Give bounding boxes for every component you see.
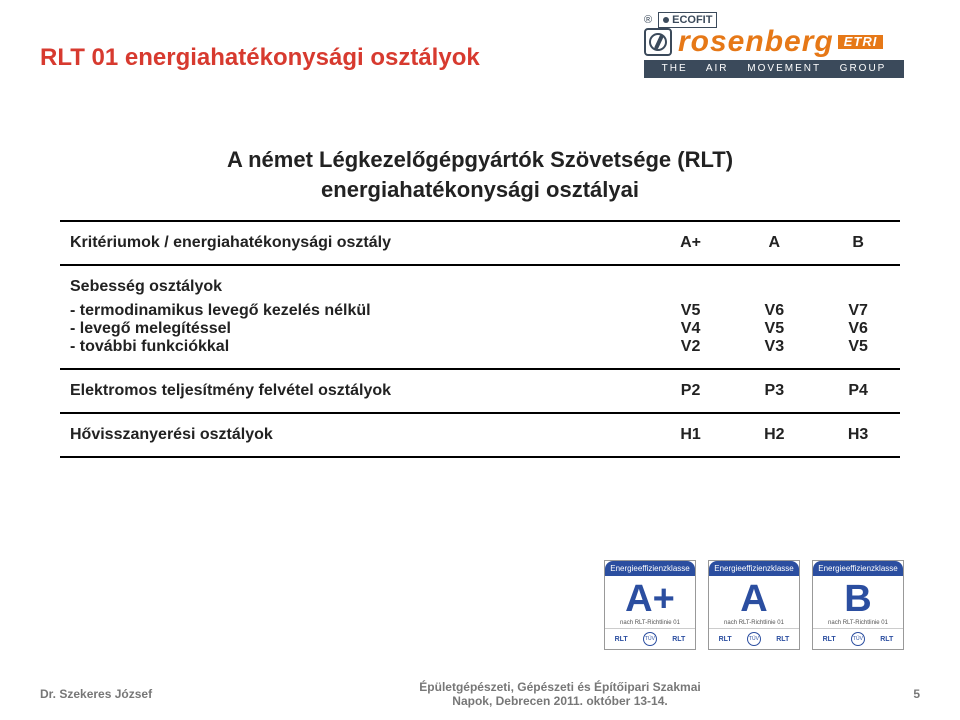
power-row-a: P3: [732, 369, 816, 413]
power-row-b: P4: [816, 369, 900, 413]
badge-b: Energieeffizienzklasse B nach RLT-Richtl…: [812, 560, 904, 650]
recovery-row-b: H3: [816, 413, 900, 457]
footer-author: Dr. Szekeres József: [40, 687, 240, 701]
footer: Dr. Szekeres József Épületgépészeti, Gép…: [0, 680, 960, 708]
speed-row-0-a: V6: [732, 302, 816, 320]
badge-sub: nach RLT-Richtlinie 01: [813, 620, 903, 628]
power-row-label: Elektromos teljesítmény felvétel osztály…: [60, 369, 649, 413]
slide: RLT 01 energiahatékonysági osztályok ® E…: [0, 0, 960, 720]
brand-tagline: THE AIR MOVEMENT GROUP: [644, 60, 904, 77]
speed-row-2-b: V5: [816, 338, 900, 369]
page-title: RLT 01 energiahatékonysági osztályok: [40, 44, 480, 72]
badge-head: Energieeffizienzklasse: [605, 561, 695, 576]
speed-row-0-b: V7: [816, 302, 900, 320]
speed-row-1-aplus: V4: [649, 320, 733, 338]
fan-icon: [644, 28, 672, 56]
badge-tuv-icon: TÜV: [851, 632, 865, 646]
badge-grade: A+: [605, 576, 695, 620]
registered-mark: ®: [644, 14, 652, 26]
badge-grade: B: [813, 576, 903, 620]
badge-rlt-icon: RLT: [672, 636, 685, 643]
speed-row-0-label: - termodinamikus levegő kezelés nélkül: [60, 302, 649, 320]
speed-section-label: Sebesség osztályok: [60, 265, 649, 302]
badge-grade: A: [709, 576, 799, 620]
ecofit-dot-icon: [663, 17, 669, 23]
th-a: A: [732, 221, 816, 265]
speed-row-2-a: V3: [732, 338, 816, 369]
badge-tuv-icon: TÜV: [747, 632, 761, 646]
footer-page-number: 5: [880, 687, 920, 701]
brand-logo: ® ECOFIT rosenberg ETRI THE AIR MOVEMENT…: [644, 12, 904, 78]
footer-event: Épületgépészeti, Gépészeti és Építőipari…: [240, 680, 880, 708]
content-title-line1: A német Légkezelőgépgyártók Szövetsége (…: [227, 147, 733, 172]
th-a-plus: A+: [649, 221, 733, 265]
speed-row-2-label: - további funkciókkal: [60, 338, 649, 369]
badge-rlt-icon: RLT: [615, 636, 628, 643]
badge-head: Energieeffizienzklasse: [709, 561, 799, 576]
recovery-row-a: H2: [732, 413, 816, 457]
badge-footer: RLT TÜV RLT: [709, 628, 799, 649]
badge-a: Energieeffizienzklasse A nach RLT-Richtl…: [708, 560, 800, 650]
brand-name: rosenberg: [678, 28, 834, 57]
recovery-row-label: Hővisszanyerési osztályok: [60, 413, 649, 457]
recovery-row-aplus: H1: [649, 413, 733, 457]
content-title-line2: energiahatékonysági osztályai: [321, 177, 639, 202]
speed-row-1-b: V6: [816, 320, 900, 338]
th-b: B: [816, 221, 900, 265]
badge-a-plus: Energieeffizienzklasse A+ nach RLT-Richt…: [604, 560, 696, 650]
brand-name-row: rosenberg ETRI: [644, 28, 904, 57]
speed-row-0-aplus: V5: [649, 302, 733, 320]
efficiency-badges: Energieeffizienzklasse A+ nach RLT-Richt…: [604, 560, 904, 650]
badge-sub: nach RLT-Richtlinie 01: [709, 620, 799, 628]
speed-row-2-aplus: V2: [649, 338, 733, 369]
badge-sub: nach RLT-Richtlinie 01: [605, 620, 695, 628]
logo-rule: [644, 77, 904, 78]
badge-head: Energieeffizienzklasse: [813, 561, 903, 576]
power-row-aplus: P2: [649, 369, 733, 413]
badge-rlt-icon: RLT: [880, 636, 893, 643]
badge-footer: RLT TÜV RLT: [605, 628, 695, 649]
speed-row-1-a: V5: [732, 320, 816, 338]
speed-row-1-label: - levegő melegítéssel: [60, 320, 649, 338]
content-title: A német Légkezelőgépgyártók Szövetsége (…: [0, 145, 960, 204]
badge-rlt-icon: RLT: [719, 636, 732, 643]
badge-rlt-icon: RLT: [823, 636, 836, 643]
th-criteria: Kritériumok / energiahatékonysági osztál…: [60, 221, 649, 265]
etri-badge: ETRI: [838, 35, 884, 49]
badge-footer: RLT TÜV RLT: [813, 628, 903, 649]
efficiency-table: Kritériumok / energiahatékonysági osztál…: [60, 220, 900, 458]
badge-rlt-icon: RLT: [776, 636, 789, 643]
badge-tuv-icon: TÜV: [643, 632, 657, 646]
